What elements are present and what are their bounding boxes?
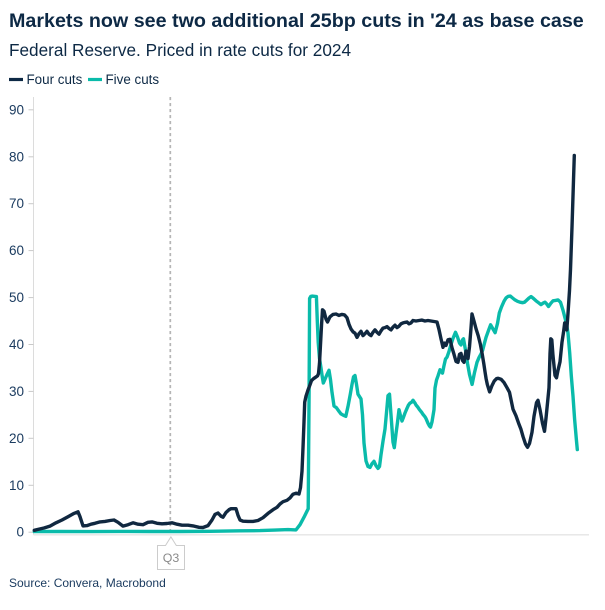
svg-text:90: 90 — [9, 102, 24, 117]
svg-text:0: 0 — [16, 525, 24, 540]
svg-text:70: 70 — [9, 196, 24, 211]
svg-text:50: 50 — [9, 290, 24, 305]
svg-text:10: 10 — [9, 478, 24, 493]
svg-text:Markets now see two additional: Markets now see two additional 25bp cuts… — [9, 10, 584, 32]
svg-text:30: 30 — [9, 384, 24, 399]
svg-text:Five cuts: Five cuts — [106, 72, 160, 87]
svg-text:60: 60 — [9, 243, 24, 258]
svg-text:40: 40 — [9, 337, 24, 352]
svg-text:Source: Convera, Macrobond: Source: Convera, Macrobond — [9, 576, 166, 590]
svg-text:20: 20 — [9, 431, 24, 446]
svg-text:Q3: Q3 — [163, 551, 180, 565]
svg-text:Federal Reserve. Priced in rat: Federal Reserve. Priced in rate cuts for… — [9, 40, 351, 60]
svg-text:80: 80 — [9, 149, 24, 164]
svg-text:Four cuts: Four cuts — [27, 72, 83, 87]
